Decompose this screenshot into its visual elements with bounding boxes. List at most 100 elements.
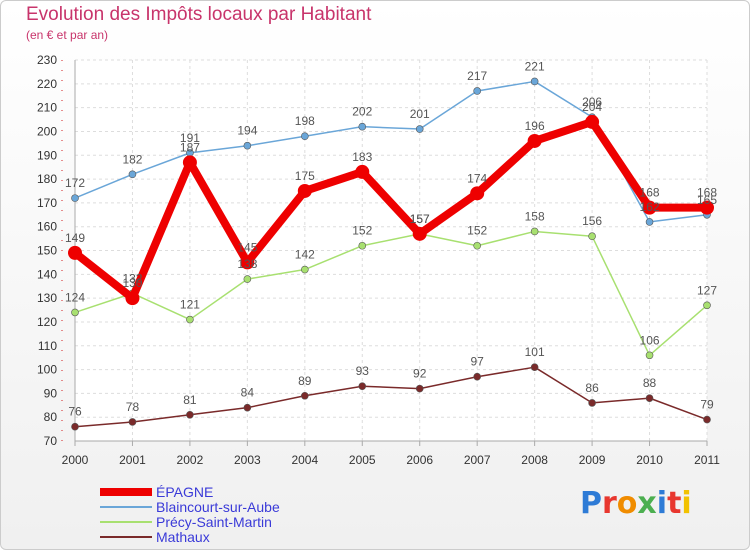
data-label: 78	[126, 400, 140, 414]
proxiti-logo: Proxiti	[580, 486, 692, 521]
y-tick-label: 200	[37, 124, 57, 138]
data-label: 156	[582, 214, 602, 228]
series-point	[588, 232, 596, 241]
data-label: 92	[413, 367, 427, 381]
series-point	[585, 114, 600, 129]
logo-letter: i	[681, 486, 692, 521]
legend-swatch	[100, 506, 152, 508]
legend-label: Précy-Saint-Martin	[156, 514, 272, 530]
series-point	[473, 241, 481, 250]
data-label: 157	[410, 212, 430, 226]
data-label: 165	[697, 193, 717, 207]
x-tick-label: 2011	[694, 453, 720, 467]
series-point	[243, 403, 252, 412]
x-tick-label: 2003	[234, 453, 261, 467]
data-label: 191	[180, 131, 200, 145]
y-tick-label: 80	[44, 410, 58, 424]
y-tick-label: 110	[38, 339, 57, 353]
series-line-3	[74, 366, 708, 428]
data-label: 86	[585, 381, 599, 395]
series-point	[473, 372, 481, 381]
legend-label: Blaincourt-sur-Aube	[156, 499, 280, 515]
series-point	[182, 155, 197, 170]
data-label: 168	[640, 186, 660, 200]
y-tick-label: 160	[37, 220, 57, 234]
data-label: 79	[700, 398, 714, 412]
series-point	[71, 308, 79, 317]
series-line-2	[74, 230, 708, 357]
data-label: 101	[525, 345, 545, 359]
series-point	[243, 141, 252, 150]
series-point	[186, 315, 194, 324]
series-point	[358, 382, 367, 391]
data-label: 138	[237, 257, 257, 271]
y-tick-label: 150	[37, 244, 57, 258]
y-tick-label: 210	[37, 101, 57, 115]
data-label: 206	[582, 95, 602, 109]
legend: ÉPAGNE Blaincourt-sur-Aube Précy-Saint-Mar…	[100, 484, 360, 545]
data-label: 89	[298, 374, 312, 388]
series-point	[703, 301, 711, 310]
logo-letter: x	[637, 486, 657, 521]
data-label: 152	[352, 224, 372, 238]
data-label: 93	[356, 364, 370, 378]
y-tick-label: 100	[37, 363, 57, 377]
legend-swatch	[100, 536, 152, 538]
logo-letter: r	[602, 486, 617, 521]
series-point	[700, 200, 714, 215]
x-tick-label: 2007	[464, 453, 491, 467]
x-tick-label: 2008	[521, 453, 548, 467]
data-label: 152	[467, 224, 487, 238]
legend-swatch	[100, 488, 152, 496]
logo-letter: i	[656, 486, 668, 521]
data-label: 149	[65, 231, 85, 245]
series-point	[301, 265, 309, 274]
data-label: 198	[295, 114, 315, 128]
series-point	[530, 363, 539, 371]
y-tick-label: 90	[44, 386, 58, 400]
data-label: 202	[352, 105, 372, 119]
series-point	[645, 351, 654, 360]
data-label: 196	[525, 119, 545, 133]
data-label: 187	[180, 140, 200, 154]
series-line-0	[72, 117, 707, 303]
data-label: 76	[68, 405, 82, 419]
x-tick-label: 2006	[406, 453, 433, 467]
series-point	[358, 241, 367, 250]
series-point	[527, 133, 542, 148]
y-tick-label: 140	[37, 267, 57, 281]
series-point	[301, 391, 309, 400]
chart-subtitle: (en € et par an)	[26, 28, 109, 42]
legend-item: ÉPAGNE	[100, 484, 360, 500]
legend-item: Mathaux	[100, 529, 360, 545]
series-point	[473, 87, 481, 95]
series-point	[645, 218, 654, 226]
data-label: 172	[65, 176, 85, 190]
data-label: 84	[241, 386, 255, 400]
series-point	[297, 183, 312, 198]
y-tick-label: 180	[37, 172, 57, 186]
data-label: 127	[697, 283, 717, 297]
data-label: 121	[180, 298, 200, 312]
data-label: 124	[65, 290, 85, 304]
data-label: 132	[122, 271, 142, 285]
data-label: 142	[295, 248, 315, 262]
y-tick-label: 190	[37, 148, 57, 162]
x-tick-label: 2005	[349, 453, 376, 467]
y-tick-label: 120	[37, 315, 57, 329]
series-point	[71, 194, 79, 202]
data-label: 183	[352, 150, 372, 164]
legend-item: Blaincourt-sur-Aube	[100, 499, 360, 515]
series-point	[243, 275, 252, 283]
series-point	[530, 77, 539, 86]
series-point	[240, 255, 255, 270]
y-tick-label: 230	[37, 53, 57, 67]
series-point	[128, 170, 137, 179]
plot-area	[75, 60, 707, 441]
x-tick-label: 2009	[579, 453, 606, 467]
legend-label: ÉPAGNE	[156, 484, 214, 500]
series-point	[71, 422, 79, 431]
series-point	[358, 122, 367, 131]
data-label: 162	[640, 200, 660, 214]
